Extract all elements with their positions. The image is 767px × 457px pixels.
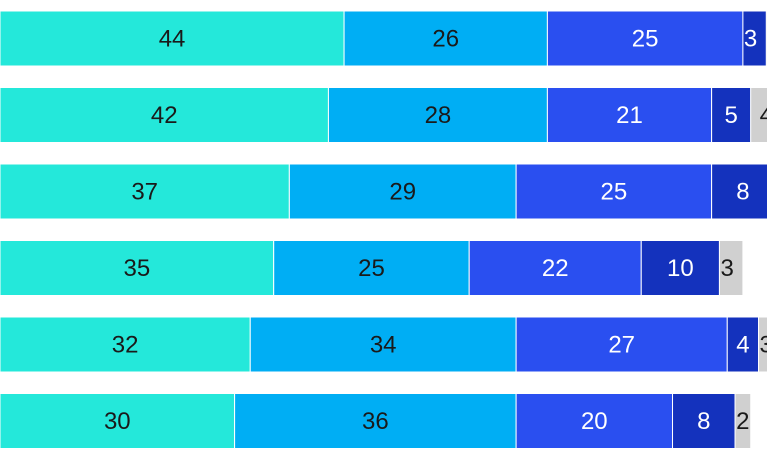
data-label: 32 — [112, 332, 139, 359]
bar-row: 42 28 21 5 4 — [0, 87, 767, 143]
bar-segment — [640, 240, 720, 296]
bar-segment — [711, 163, 767, 220]
bar-row: 37292581 — [0, 163, 767, 220]
data-label: 29 — [389, 179, 416, 206]
data-label: 8 — [697, 408, 710, 435]
bar-segment — [750, 87, 767, 143]
data-label: 25 — [601, 179, 628, 206]
data-label: 5 — [724, 102, 737, 129]
data-label: 2 — [736, 408, 749, 435]
data-label: 37 — [131, 179, 158, 206]
data-label: 10 — [667, 255, 694, 282]
data-label: 35 — [123, 255, 150, 282]
data-label: 3 — [744, 26, 757, 53]
bar-segment — [249, 316, 517, 373]
bar-row: 35 25 22 10 3 — [0, 240, 744, 296]
bar-row: 30 36 20 8 2 — [0, 393, 752, 449]
bar-segment — [327, 87, 548, 143]
data-label: 44 — [159, 26, 186, 53]
bar-segment — [288, 163, 517, 220]
bar-segment — [0, 87, 329, 143]
bar-segment — [546, 87, 713, 143]
data-label: 26 — [432, 26, 459, 53]
bar-segment — [0, 316, 251, 373]
data-label: 3 — [760, 332, 767, 359]
data-label: 28 — [425, 102, 452, 129]
data-label: 4 — [736, 332, 749, 359]
bar-segment — [718, 240, 744, 296]
bar-segment — [546, 10, 744, 67]
data-label: 27 — [608, 332, 635, 359]
bar-segment — [672, 393, 736, 449]
data-label: 21 — [616, 102, 643, 129]
bar-segment — [515, 393, 674, 449]
bar-segment — [758, 316, 767, 373]
data-label: 20 — [581, 408, 608, 435]
data-label: 22 — [542, 255, 569, 282]
bar-segment — [468, 240, 642, 296]
bar-segment — [343, 10, 548, 67]
bar-segment — [0, 240, 275, 296]
data-label: 25 — [358, 255, 385, 282]
bar-segment — [515, 316, 728, 373]
data-label: 36 — [362, 408, 389, 435]
bar-row: 44262532 — [0, 10, 767, 67]
bar-row: 32 34 27 4 3 — [0, 316, 767, 373]
data-label: 25 — [632, 26, 659, 53]
bar-segment — [515, 163, 713, 220]
data-label: 42 — [151, 102, 178, 129]
data-label: 4 — [760, 102, 767, 129]
bar-segment — [234, 393, 517, 449]
data-label: 8 — [736, 179, 749, 206]
bar-segment — [0, 163, 290, 220]
data-label: 3 — [720, 255, 733, 282]
bar-segment — [0, 10, 345, 67]
bar-segment — [734, 393, 752, 449]
data-label: 30 — [104, 408, 131, 435]
data-label: 34 — [370, 332, 397, 359]
